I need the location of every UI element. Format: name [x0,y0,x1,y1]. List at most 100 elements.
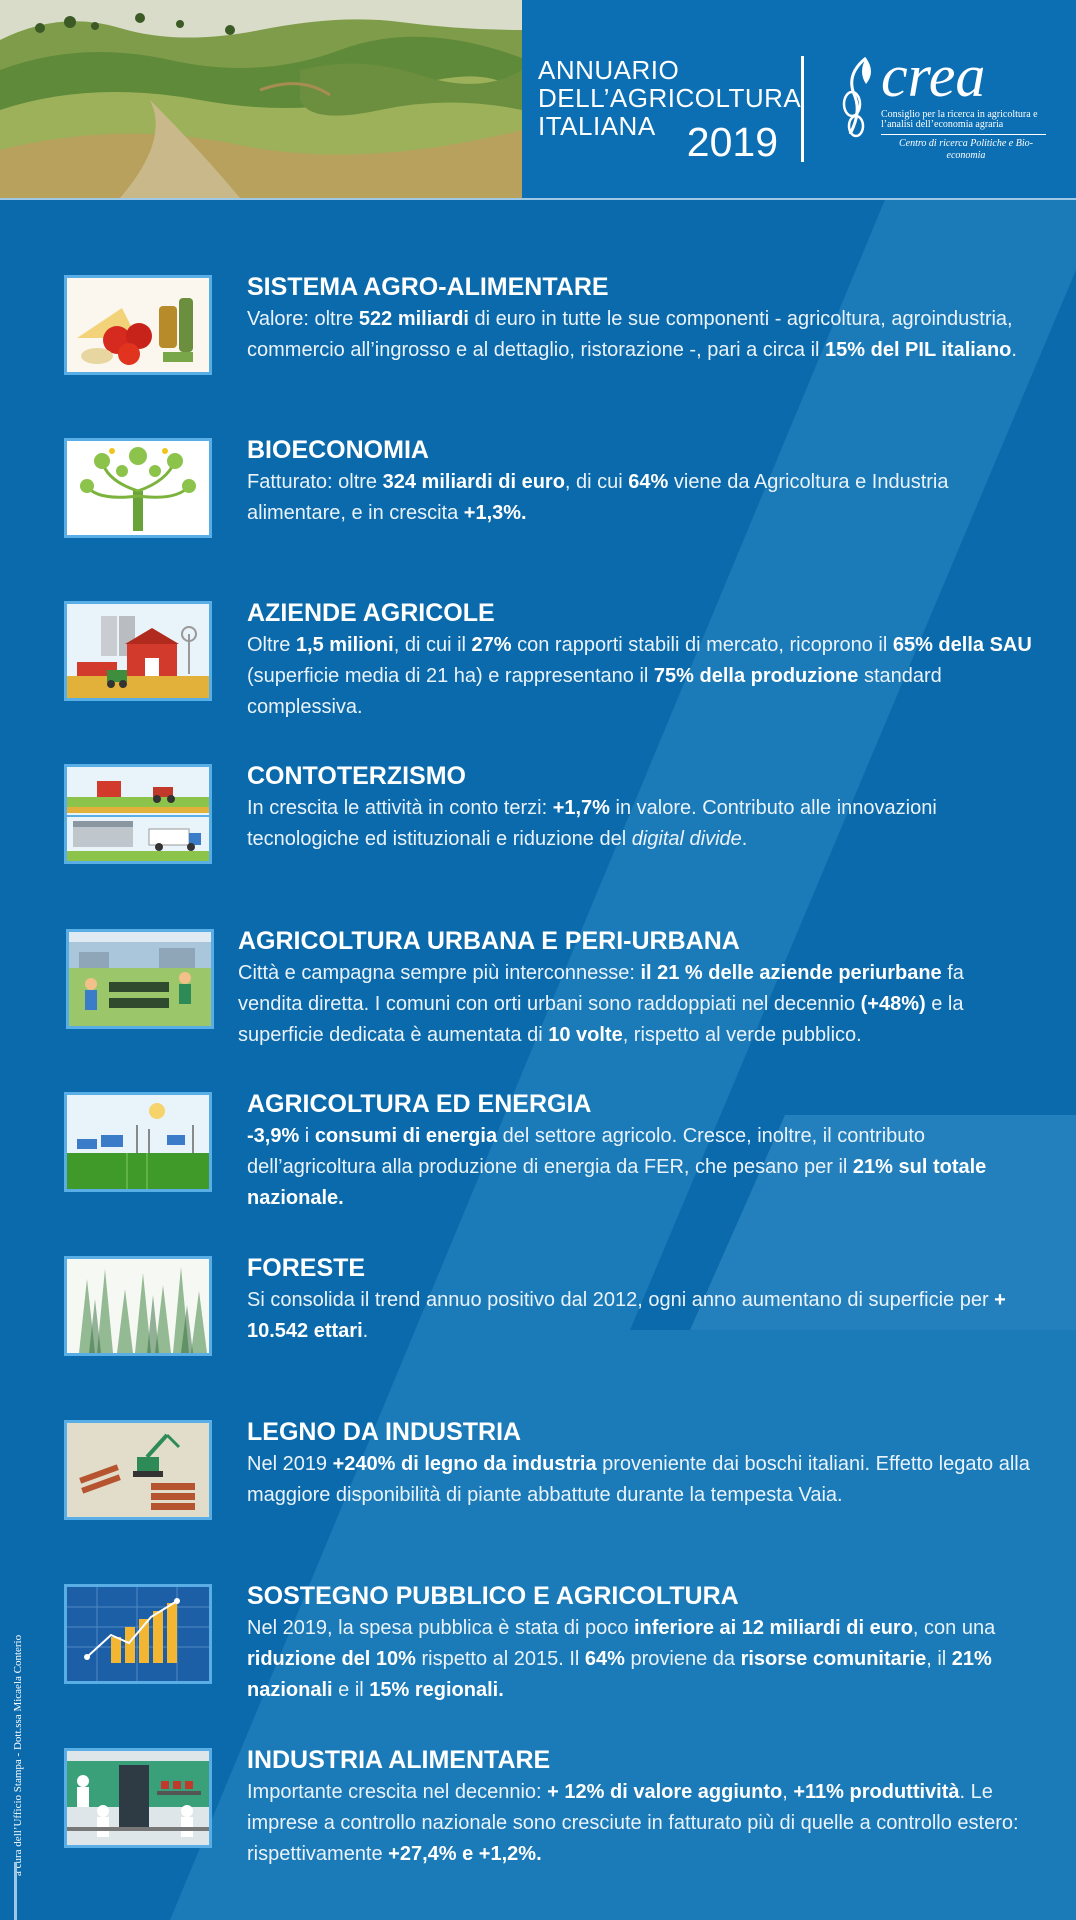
highlight-text: + 10.542 ettari [247,1289,1006,1342]
section-title: AGRICOLTURA URBANA E PERI-URBANA [238,927,740,955]
body-text: . [741,828,748,850]
section-title: AGRICOLTURA ED ENERGIA [247,1090,592,1118]
body-text: . [1011,339,1017,361]
body-text: , [782,1781,794,1803]
body-text: In crescita le attività in conto terzi: [247,797,553,819]
section-title: SOSTEGNO PUBBLICO E AGRICOLTURA [247,1582,739,1610]
header-divider [801,56,804,162]
body-text: Città e campagna sempre più interconness… [238,962,641,984]
title-year: 2019 [686,119,778,165]
body-text: del settore agricolo. Cresce, inoltre, i… [247,1125,926,1178]
section-text: AGRICOLTURA ED ENERGIA -3,9% i consumi d… [247,1089,1037,1214]
section-title: AZIENDE AGRICOLE [247,599,495,627]
highlight-text: 21% sul totale nazionale. [247,1156,987,1209]
yearbook-title: ANNUARIO DELL’AGRICOLTURA ITALIANA 2019 [538,55,802,165]
highlight-text: +1,7% [552,797,610,819]
contractor-image [64,764,212,864]
section-title: INDUSTRIA ALIMENTARE [247,1746,551,1774]
body-text: e il [332,1679,370,1701]
body-text: e la superficie dedicata è aumentata di [238,993,964,1046]
body-text: , di cui [564,471,629,493]
body-text: Oltre [247,634,296,656]
highlight-text: il 21 % delle aziende periurbane [640,962,942,984]
section-title: FORESTE [247,1254,366,1282]
logo-subtitle: Consiglio per la ricerca in agricoltura … [881,109,1038,130]
section-body: Nel 2019 +240% di legno da industria pro… [247,1449,1037,1511]
section-text: CONTOTERZISMO In crescita le attività in… [247,761,1037,855]
highlight-text: +27,4% e +1,2%. [388,1843,542,1865]
body-text: fa vendita diretta. I comuni con orti ur… [238,962,964,1015]
landscape-painting [0,0,522,198]
section-text: BIOECONOMIA Fatturato: oltre 324 miliard… [247,435,1037,529]
body-text: Valore: oltre [247,308,359,330]
section-body: Si consolida il trend annuo positivo dal… [247,1285,1037,1347]
highlight-text: 15% del PIL italiano [825,339,1012,361]
section-text: INDUSTRIA ALIMENTARE Importante crescita… [247,1745,1037,1870]
body-text: . [362,1320,369,1342]
section-title: CONTOTERZISMO [247,762,466,790]
section-text: LEGNO DA INDUSTRIA Nel 2019 +240% di leg… [247,1417,1037,1511]
body-text: Fatturato: oltre [247,471,383,493]
header-rule [0,198,1076,200]
section-title: LEGNO DA INDUSTRIA [247,1418,522,1446]
tree-image [64,438,212,538]
section-body: -3,9% i consumi di energia del settore a… [247,1121,1037,1214]
body-text: Nel 2019, la spesa pubblica è stata di p… [247,1617,634,1639]
highlight-text: consumi di energia [314,1125,498,1147]
highlight-text: 15% regionali. [369,1679,504,1701]
urban-garden-image [66,929,214,1029]
section-title: SISTEMA AGRO-ALIMENTARE [247,273,609,301]
title-line-1: ANNUARIO [538,55,680,85]
logo-centre: Centro di ricerca Politiche e Bio-econom… [899,138,1033,161]
body-text: Nel 2019 [247,1453,333,1475]
section-title: BIOECONOMIA [247,436,429,464]
body-text: (superficie media di 21 ha) e rappresent… [247,665,654,687]
section-text: SISTEMA AGRO-ALIMENTARE Valore: oltre 52… [247,272,1037,366]
press-office-credit: a cura dell’Ufficio Stampa - Dott.ssa Mi… [8,1580,28,1880]
section-body: Nel 2019, la spesa pubblica è stata di p… [247,1613,1037,1706]
section-text: AGRICOLTURA URBANA E PERI-URBANA Città e… [238,926,1028,1051]
body-text: rispetto al 2015. Il [415,1648,585,1670]
highlight-text: 64% [584,1648,625,1670]
body-text: proveniente dai boschi italiani. Effetto… [247,1453,1030,1506]
highlight-text: 522 miliardi [358,308,469,330]
highlight-text: +11% produttività [793,1781,960,1803]
section-body: Città e campagna sempre più interconness… [238,958,1028,1051]
body-text: , il [926,1648,952,1670]
highlight-text: +240% di legno da industria [332,1453,597,1475]
highlight-text: 1,5 milioni [295,634,394,656]
food-basket-image [64,275,212,375]
highlight-text: inferiore ai 12 miliardi di euro [633,1617,913,1639]
body-text: in valore. Contributo alle innovazioni t… [247,797,937,850]
highlight-text: 27% [471,634,512,656]
body-text: , di cui il [393,634,472,656]
body-text: Importante crescita nel decennio: [247,1781,548,1803]
food-industry-image [64,1748,212,1848]
highlight-text: +1,3%. [463,502,527,524]
body-text: i [299,1125,315,1147]
highlight-text: 75% della produzione [653,665,859,687]
body-text: standard complessiva. [247,665,942,718]
section-body: Valore: oltre 522 miliardi di euro in tu… [247,304,1037,366]
section-body: In crescita le attività in conto terzi: … [247,793,1037,855]
highlight-text: + 12% di valore aggiunto [547,1781,783,1803]
body-text: con rapporti stabili di mercato, ricopro… [511,634,893,656]
header: ANNUARIO DELL’AGRICOLTURA ITALIANA 2019 … [0,0,1076,198]
section-text: FORESTE Si consolida il trend annuo posi… [247,1253,1037,1347]
highlight-text: 64% [628,471,669,493]
highlight-text: 65% della SAU [892,634,1032,656]
section-text: AZIENDE AGRICOLE Oltre 1,5 milioni, di c… [247,598,1037,723]
highlight-text: (+48%) [860,993,926,1015]
title-line-3: ITALIANA [538,111,656,141]
body-text: , con una [912,1617,996,1639]
body-text: , rispetto al verde pubblico. [622,1024,862,1046]
public-funding-image [64,1584,212,1684]
highlight-text: -3,9% [247,1125,300,1147]
section-body: Oltre 1,5 milioni, di cui il 27% con rap… [247,630,1037,723]
highlight-text: 21% nazionali [247,1648,992,1701]
body-text: Si consolida il trend annuo positivo dal… [247,1289,995,1311]
body-text: viene da Agricoltura e Industria aliment… [247,471,949,524]
section-text: SOSTEGNO PUBBLICO E AGRICOLTURA Nel 2019… [247,1581,1037,1706]
title-line-2: DELL’AGRICOLTURA [538,83,802,113]
